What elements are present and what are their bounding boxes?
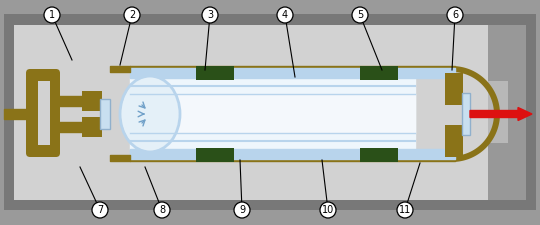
Text: 8: 8 xyxy=(159,205,165,215)
Bar xyxy=(196,148,234,162)
Circle shape xyxy=(277,7,293,23)
Circle shape xyxy=(320,202,336,218)
Ellipse shape xyxy=(121,77,179,151)
Circle shape xyxy=(397,202,413,218)
Circle shape xyxy=(234,202,250,218)
Bar xyxy=(445,73,463,105)
Circle shape xyxy=(447,7,463,23)
Bar xyxy=(82,91,102,111)
Text: 2: 2 xyxy=(129,10,135,20)
Circle shape xyxy=(154,202,170,218)
Text: 3: 3 xyxy=(207,10,213,20)
Bar xyxy=(100,99,110,129)
Circle shape xyxy=(202,7,218,23)
FancyArrow shape xyxy=(470,108,532,121)
Bar xyxy=(360,66,398,80)
Polygon shape xyxy=(452,66,500,162)
Text: 1: 1 xyxy=(49,10,55,20)
Text: 5: 5 xyxy=(357,10,363,20)
Circle shape xyxy=(92,202,108,218)
Bar xyxy=(38,81,50,145)
Circle shape xyxy=(44,7,60,23)
Bar xyxy=(445,125,463,157)
Bar xyxy=(14,25,526,200)
Text: 4: 4 xyxy=(282,10,288,20)
Bar xyxy=(488,25,526,200)
Circle shape xyxy=(124,7,140,23)
Text: 9: 9 xyxy=(239,205,245,215)
Bar xyxy=(462,93,470,135)
Text: 6: 6 xyxy=(452,10,458,20)
Bar xyxy=(4,14,536,210)
Text: 7: 7 xyxy=(97,205,103,215)
FancyBboxPatch shape xyxy=(26,69,60,157)
Bar xyxy=(82,117,102,137)
Text: 10: 10 xyxy=(322,205,334,215)
Bar xyxy=(196,66,234,80)
Bar xyxy=(488,81,508,143)
Bar xyxy=(360,148,398,162)
Text: 11: 11 xyxy=(399,205,411,215)
Circle shape xyxy=(352,7,368,23)
